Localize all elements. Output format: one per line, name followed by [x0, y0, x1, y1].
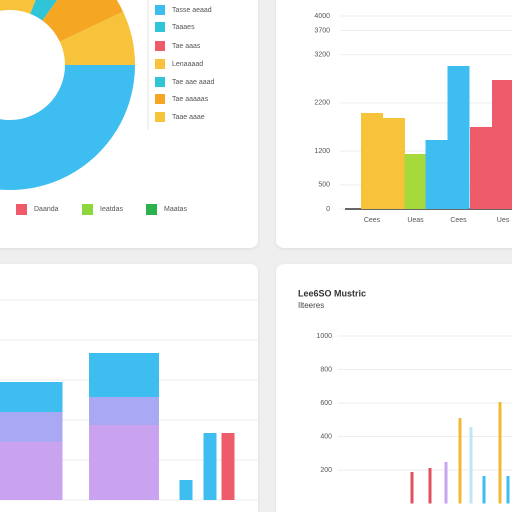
legend-label: Lenaaaad: [172, 61, 203, 68]
legend-label: Daanda: [34, 206, 59, 213]
x-tick-label: Cees: [450, 217, 467, 224]
legend-label: Taae aaae: [172, 114, 205, 121]
y-tick-label: 1200: [314, 148, 330, 155]
bar-segment: [203, 433, 217, 500]
bar-segment: [0, 412, 63, 442]
legend-swatch: [155, 94, 165, 104]
bar-segment: [89, 397, 159, 425]
y-tick-label: 400: [320, 433, 332, 440]
bar: [506, 476, 510, 504]
x-tick-label: Ues: [497, 217, 510, 224]
x-tick-label: Ueas: [407, 217, 424, 224]
donut-slice: [30, 0, 84, 21]
bar: [492, 79, 512, 210]
y-tick-label: 600: [320, 400, 332, 407]
bar: [447, 65, 470, 209]
legend-label: Taaaes: [172, 24, 195, 31]
chart-title: Lee6SO Mustric: [298, 288, 366, 298]
legend-label: Tae aaaaas: [172, 96, 209, 103]
bar: [458, 418, 462, 504]
x-tick-label: Cees: [364, 217, 381, 224]
y-tick-label: 2200: [314, 100, 330, 107]
legend-swatch: [82, 204, 93, 215]
y-tick-label: 500: [318, 182, 330, 189]
bar-segment: [89, 425, 159, 500]
card: [0, 0, 258, 248]
legend-swatch: [155, 77, 165, 87]
legend-swatch: [146, 204, 157, 215]
legend-label: Tae aae aaad: [172, 79, 215, 86]
donut-slice: [42, 0, 124, 42]
bar: [444, 461, 448, 504]
donut-chart: [0, 0, 135, 190]
bar: [383, 118, 405, 209]
bar: [361, 112, 383, 209]
legend-label: Tasse aeaad: [172, 7, 212, 14]
bar-segment: [179, 480, 193, 500]
bar: [470, 126, 492, 209]
bar: [428, 467, 432, 504]
y-tick-label: 200: [320, 467, 332, 474]
donut-slice: [0, 65, 135, 190]
bar: [404, 153, 427, 209]
bar-segment: [221, 433, 235, 500]
y-tick-label: 800: [320, 366, 332, 373]
y-tick-label: 4000: [314, 13, 330, 20]
bar-segment: [0, 382, 63, 412]
legend-swatch: [155, 5, 165, 15]
legend-label: Ieatdas: [100, 206, 123, 213]
chart-subtitle: Ilteeres: [298, 301, 324, 310]
y-tick-label: 3200: [314, 51, 330, 58]
y-tick-label: 3700: [314, 27, 330, 34]
bar: [498, 401, 502, 504]
legend-label: Maatas: [164, 206, 187, 213]
legend-label: Tae aaas: [172, 43, 201, 50]
y-tick-label: 0: [326, 206, 330, 213]
bar-segment: [0, 442, 63, 500]
legend-swatch: [16, 204, 27, 215]
donut-slice: [59, 11, 135, 66]
card: [276, 264, 512, 512]
bar: [410, 472, 414, 504]
legend-swatch: [155, 22, 165, 32]
legend-swatch: [155, 41, 165, 51]
bar: [425, 140, 448, 209]
bar: [482, 476, 486, 504]
legend-swatch: [155, 59, 165, 69]
bar: [469, 426, 473, 504]
y-tick-label: 1000: [316, 333, 332, 340]
bar-segment: [89, 353, 159, 397]
legend-swatch: [155, 112, 165, 122]
